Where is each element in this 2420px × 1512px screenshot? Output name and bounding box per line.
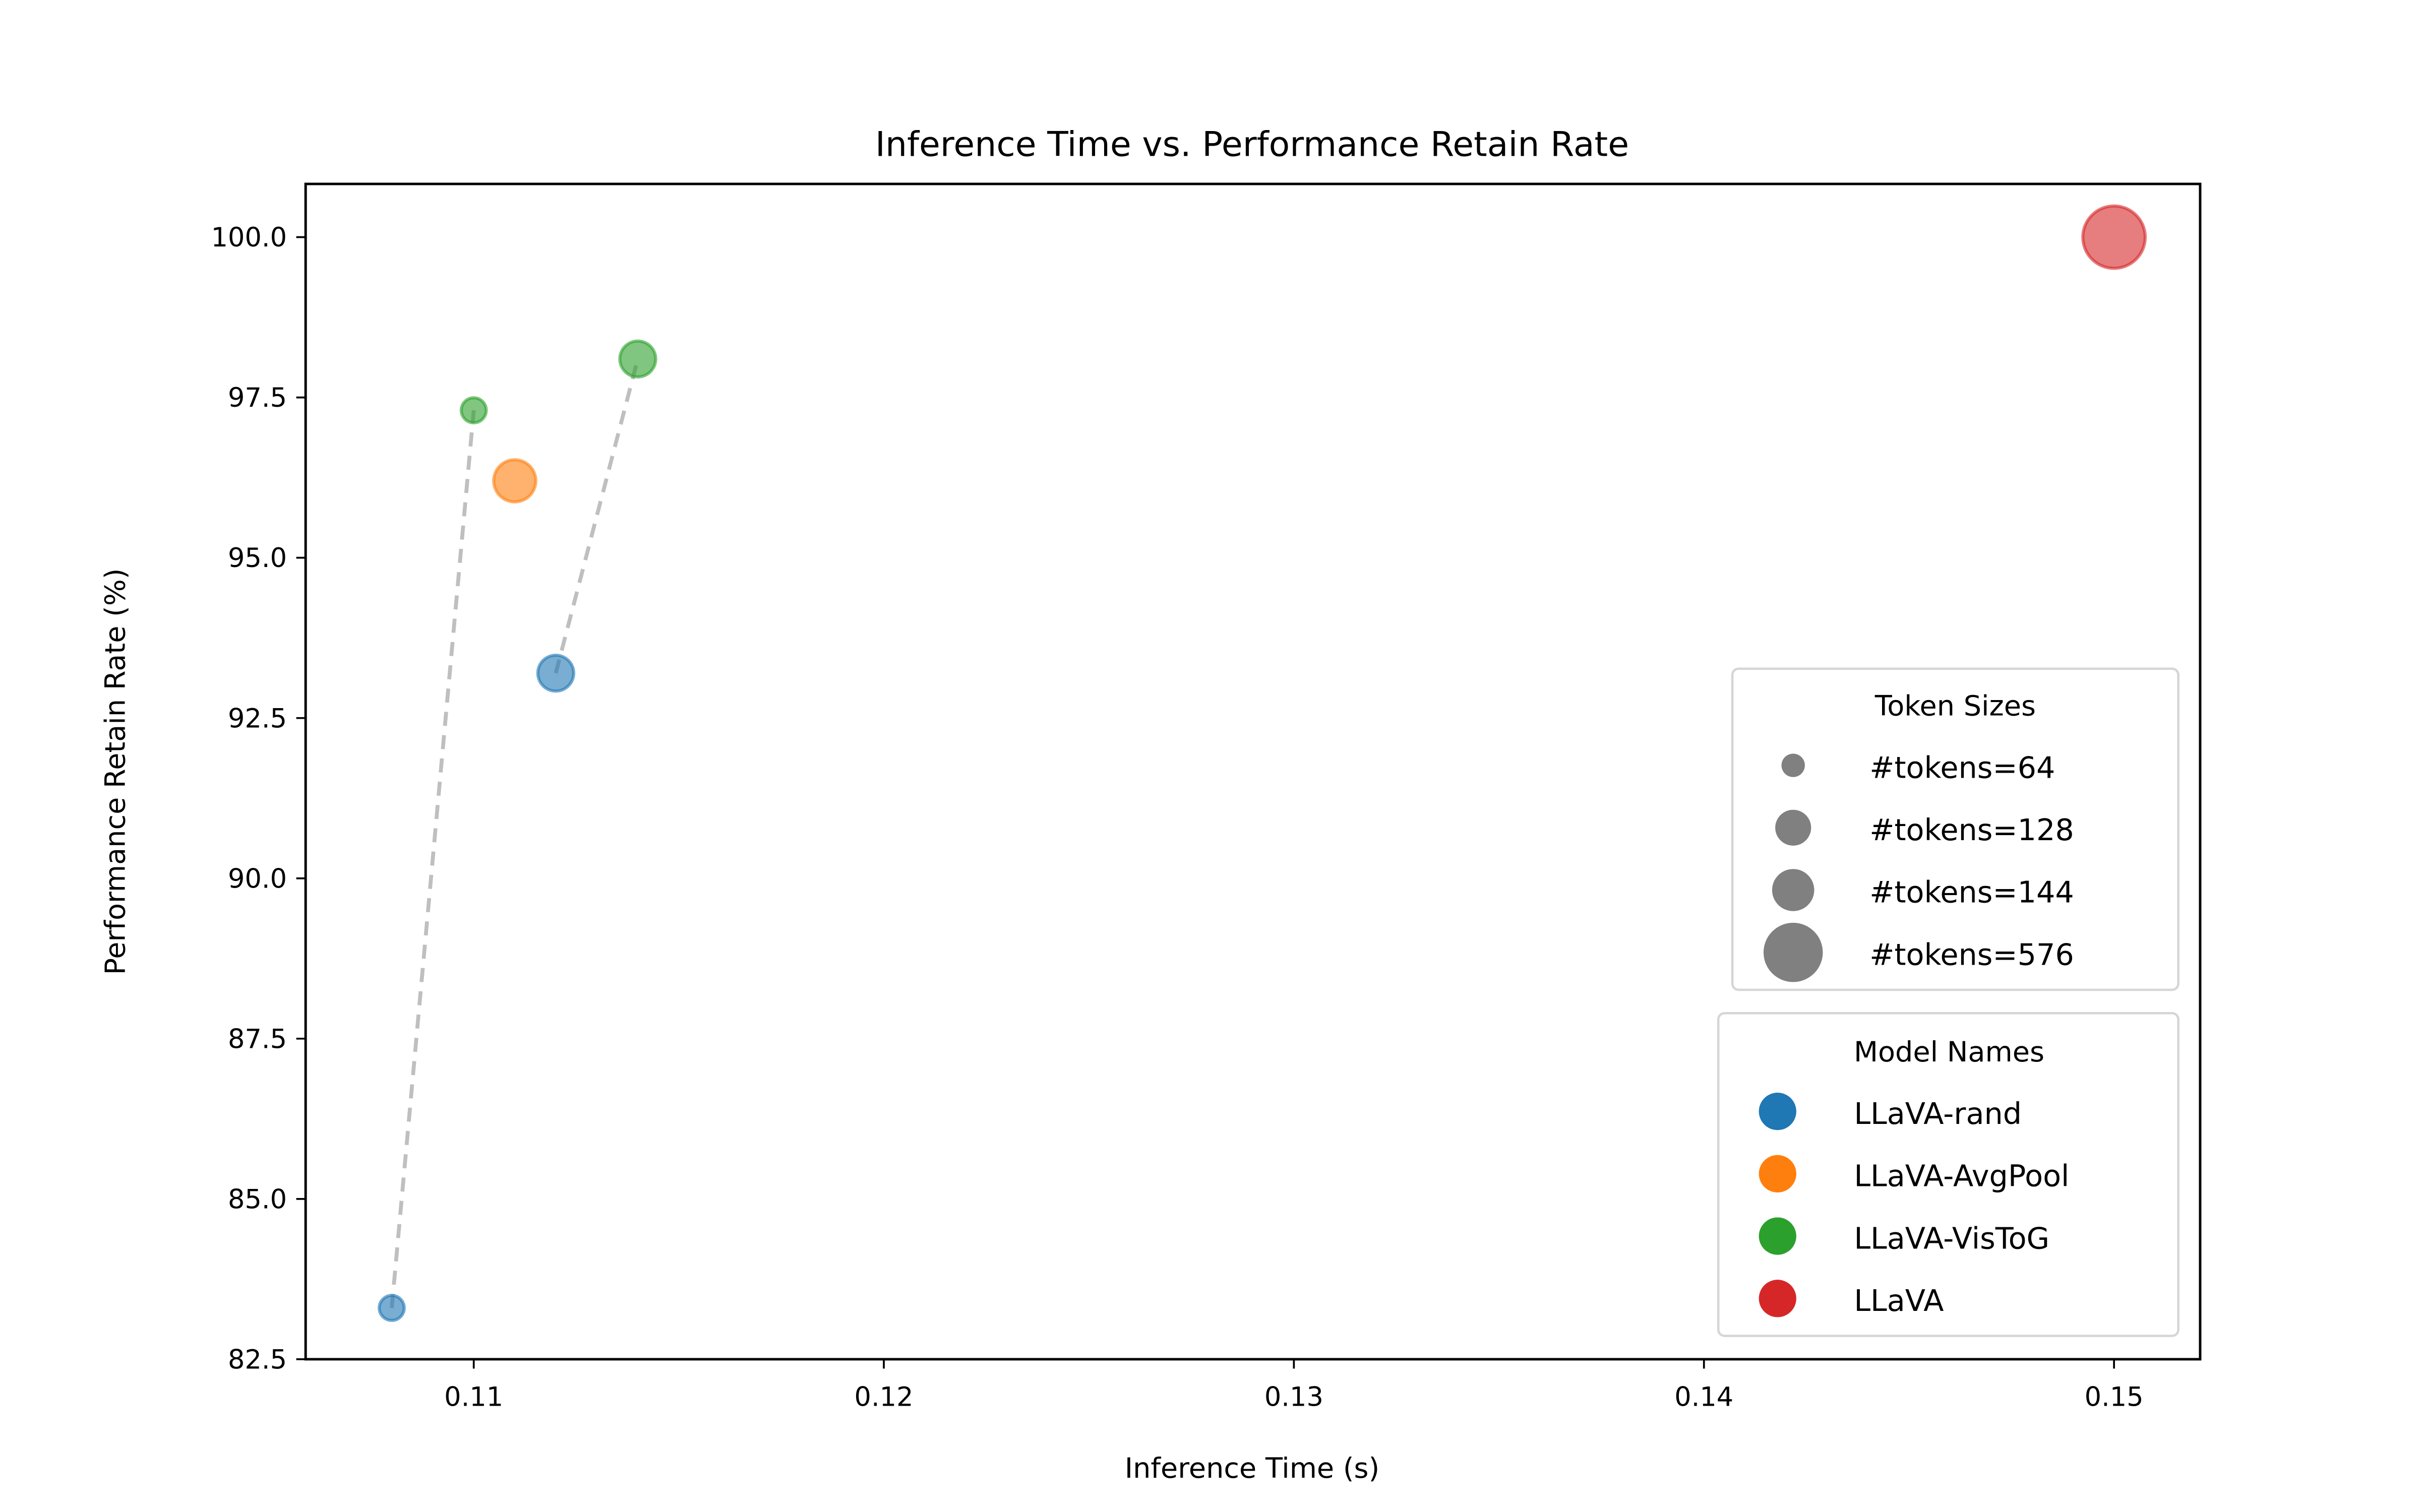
legend-size-marker [1775,809,1811,846]
y-tick-label: 97.5 [228,383,287,413]
legend-model-marker [1759,1155,1796,1192]
y-tick-label: 87.5 [228,1024,287,1054]
data-point [378,1294,406,1322]
legend-model-label: LLaVA-VisToG [1854,1221,2049,1255]
data-point [492,458,537,503]
y-tick-label: 82.5 [228,1344,287,1375]
y-tick-label: 92.5 [228,703,287,734]
y-tick-label: 90.0 [228,863,287,894]
x-axis-label: Inference Time (s) [1125,1452,1380,1485]
legend-size-marker [1781,753,1805,777]
y-tick-label: 100.0 [211,222,287,253]
legend-size-marker [1763,922,1823,982]
connector-line [390,410,476,1308]
legend-size-label: #tokens=576 [1869,937,2074,972]
x-tick-label: 0.15 [2085,1382,2144,1413]
legend-size-label: #tokens=64 [1869,750,2055,785]
connector-line [554,358,640,674]
legend-model-names: Model Names LLaVA-rand LLaVA-AvgPool LLaVA… [1717,1012,2180,1337]
legend-token-sizes-title: Token Sizes [1874,690,2036,723]
y-tick-label: 85.0 [228,1184,287,1215]
legend-model-label: LLaVA [1854,1283,1944,1318]
data-point [618,339,657,379]
data-point [536,653,575,693]
y-axis-label: Performance Retain Rate (%) [99,569,132,975]
legend-size-marker [1772,869,1814,911]
x-tick-label: 0.14 [1674,1382,1733,1413]
legend-size-label: #tokens=144 [1869,875,2074,910]
x-tick-label: 0.13 [1264,1382,1323,1413]
x-tick-label: 0.11 [444,1382,503,1413]
chart-title: Inference Time vs. Performance Retain Ra… [875,124,1629,164]
legend-model-label: LLaVA-AvgPool [1854,1159,2069,1193]
legend-model-names-title: Model Names [1854,1036,2044,1068]
x-tick-label: 0.12 [855,1382,914,1413]
legend-model-label: LLaVA-rand [1854,1096,2022,1131]
legend-model-marker [1759,1217,1796,1255]
legend-model-marker [1759,1093,1796,1130]
data-point [2081,204,2147,270]
y-tick-label: 95.0 [228,543,287,574]
legend-model-marker [1759,1280,1796,1317]
data-point [459,396,488,424]
legend-token-sizes: Token Sizes #tokens=64 #tokens=128 #tokens… [1731,667,2180,991]
plot-area-frame [304,182,2202,1361]
legend-size-label: #tokens=128 [1869,812,2074,847]
